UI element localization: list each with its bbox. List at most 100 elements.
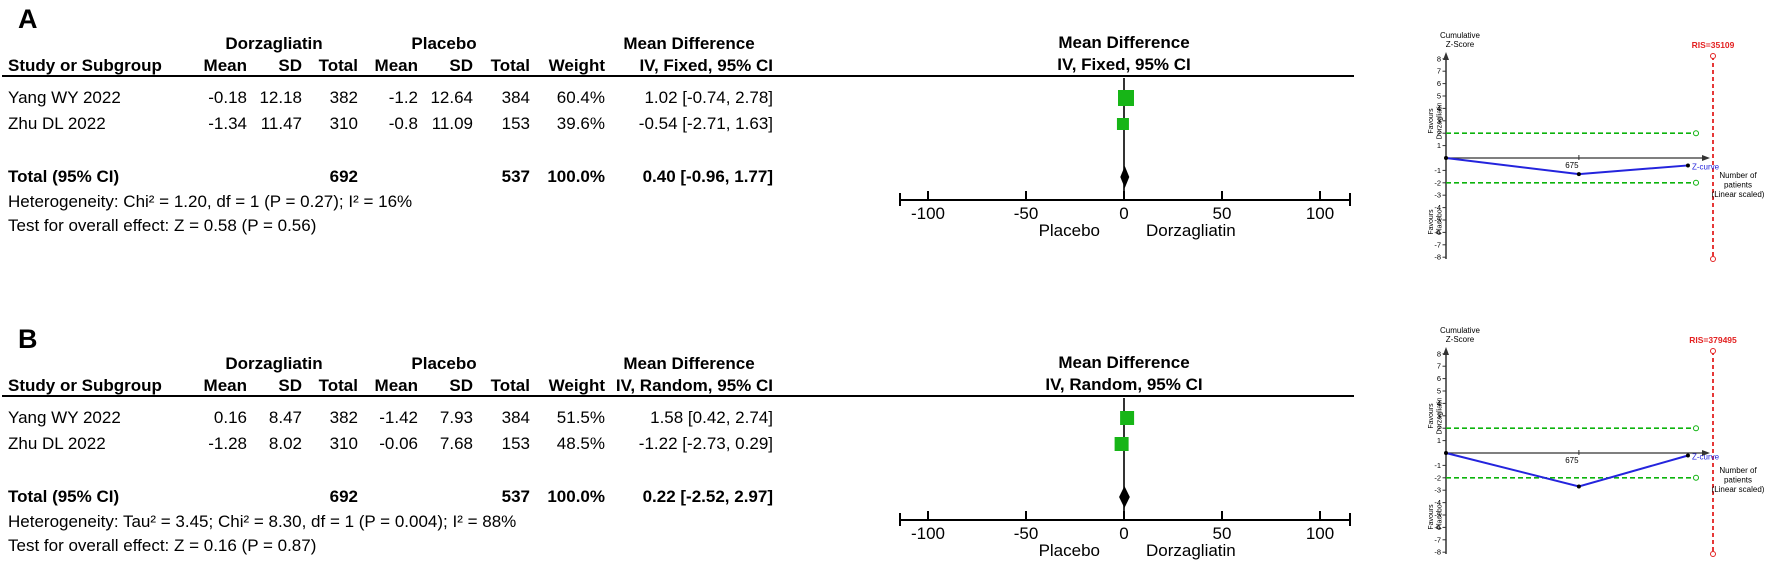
trt-total: 382 bbox=[329, 88, 358, 107]
ris-end-marker bbox=[1710, 53, 1716, 59]
study-ci: 1.58 [0.42, 2.74] bbox=[650, 408, 773, 427]
ctl-sd: 7.93 bbox=[439, 408, 473, 427]
y-tick-label: -2 bbox=[1434, 473, 1441, 482]
plot-model-header: IV, Random, 95% CI bbox=[1045, 375, 1203, 394]
ris-end-marker bbox=[1710, 348, 1716, 354]
plot-effect-header: Mean Difference bbox=[1058, 353, 1190, 372]
col-header-study: Study or Subgroup bbox=[8, 376, 162, 395]
study-ci: -0.54 [-2.71, 1.63] bbox=[638, 114, 773, 133]
ctl-mean: -0.06 bbox=[379, 434, 418, 453]
axis-tick-label: -50 bbox=[1014, 204, 1039, 223]
favours-bottom-label: Placebo bbox=[1437, 209, 1444, 234]
z-curve-label: Z-curve bbox=[1692, 452, 1720, 461]
favours-top-label: Favours bbox=[1428, 403, 1435, 429]
trt-total: 310 bbox=[329, 114, 358, 133]
col-header-ctl-mean: Mean bbox=[374, 56, 418, 75]
x-axis-title: Number of bbox=[1719, 466, 1757, 475]
plot-effect-header: Mean Difference bbox=[1058, 33, 1190, 52]
col-header-trt-total: Total bbox=[318, 56, 358, 75]
panel-b-label: B bbox=[18, 324, 38, 354]
study-ci: 1.02 [-0.74, 2.78] bbox=[644, 88, 773, 107]
ris-label: RIS=379495 bbox=[1689, 335, 1737, 345]
y-tick-label: -5 bbox=[1434, 216, 1441, 225]
total-weight: 100.0% bbox=[547, 487, 605, 506]
favours-bottom-label: Favours bbox=[1428, 209, 1435, 235]
total-ci: 0.22 [-2.52, 2.97] bbox=[642, 487, 773, 506]
favours-top-label: Dorzagliatin bbox=[1437, 397, 1444, 434]
total-ci: 0.40 [-0.96, 1.77] bbox=[642, 167, 773, 186]
boundary-end-marker bbox=[1693, 425, 1699, 432]
y-tick-label: -1 bbox=[1434, 166, 1441, 175]
y-tick-label: 2 bbox=[1437, 129, 1441, 138]
ctl-sd: 12.64 bbox=[430, 88, 473, 107]
favours-top-label: Dorzagliatin bbox=[1437, 102, 1444, 139]
effect-square bbox=[1117, 90, 1134, 106]
col-header-trt-total: Total bbox=[318, 376, 358, 395]
ris-end-marker bbox=[1710, 256, 1716, 262]
y-tick-label: 7 bbox=[1437, 362, 1441, 371]
z-curve-point bbox=[1685, 163, 1690, 168]
forest-plot-b: -100 -50 0 50 100 bbox=[899, 398, 1351, 543]
group-header-treatment: Dorzagliatin bbox=[225, 354, 323, 373]
col-header-ctl-sd: SD bbox=[449, 56, 473, 75]
y-axis-title: Z-Score bbox=[1446, 335, 1475, 344]
heterogeneity-text: Heterogeneity: Tau² = 3.45; Chi² = 8.30,… bbox=[8, 512, 517, 531]
y-tick-label: 5 bbox=[1437, 92, 1441, 101]
col-header-weight: Weight bbox=[548, 376, 605, 395]
x-axis-title: patients bbox=[1724, 181, 1752, 190]
ctl-mean: -0.8 bbox=[388, 114, 418, 133]
y-tick-label: -1 bbox=[1434, 461, 1441, 470]
x-axis-title: Number of bbox=[1719, 171, 1757, 180]
study-weight: 60.4% bbox=[556, 88, 605, 107]
z-curve-point bbox=[1444, 451, 1448, 455]
ris-label: RIS=35109 bbox=[1692, 40, 1735, 50]
z-curve-point bbox=[1576, 172, 1581, 177]
z-curve-point bbox=[1576, 484, 1581, 489]
axis-label-favours-left: Placebo bbox=[1038, 541, 1100, 560]
x-axis-arrow bbox=[1702, 155, 1710, 161]
ctl-sd: 11.09 bbox=[431, 114, 473, 133]
ctl-mean: -1.2 bbox=[388, 88, 418, 107]
study-name: Yang WY 2022 bbox=[8, 88, 121, 107]
tsa-plot-b: 8 7 6 5 4 3 2 1 -1 -2 -3 -4 -5 -6 -7 -8 CumulativeZ-Scor… bbox=[1428, 326, 1765, 557]
y-tick-label: -8 bbox=[1434, 253, 1441, 262]
group-header-control: Placebo bbox=[411, 354, 477, 373]
y-tick-label: 3 bbox=[1437, 116, 1441, 125]
x-axis-title: (Linear scaled) bbox=[1712, 190, 1765, 199]
axis-tick-label: -100 bbox=[911, 204, 945, 223]
plot-model-header: IV, Fixed, 95% CI bbox=[1057, 55, 1191, 74]
z-curve-point bbox=[1444, 156, 1448, 160]
y-tick-label: -6 bbox=[1434, 228, 1441, 237]
forest-table-a: Dorzagliatin Placebo Mean Difference Stu… bbox=[8, 33, 773, 190]
group-header-control: Placebo bbox=[411, 34, 477, 53]
col-header-ctl-sd: SD bbox=[449, 376, 473, 395]
x-mid-tick-label: 675 bbox=[1565, 161, 1579, 170]
trt-sd: 11.47 bbox=[260, 114, 302, 133]
axis-tick-label: 50 bbox=[1213, 204, 1232, 223]
y-tick-label: 6 bbox=[1437, 79, 1441, 88]
total-diamond bbox=[1119, 486, 1130, 508]
favours-top-label: Favours bbox=[1428, 108, 1435, 134]
y-axis-title: Cumulative bbox=[1440, 326, 1481, 335]
y-tick-label: -4 bbox=[1434, 498, 1441, 507]
col-header-ctl-total: Total bbox=[490, 376, 530, 395]
axis-label-favours-left: Placebo bbox=[1038, 221, 1100, 240]
total-label: Total (95% CI) bbox=[8, 487, 120, 506]
boundary-end-marker bbox=[1693, 130, 1699, 137]
header-rule bbox=[2, 75, 1354, 77]
trt-mean: -1.34 bbox=[208, 114, 247, 133]
favours-bottom-label: Placebo bbox=[1437, 504, 1444, 529]
overall-effect-text: Test for overall effect: Z = 0.16 (P = 0… bbox=[8, 536, 317, 555]
y-axis-title: Cumulative bbox=[1440, 31, 1481, 40]
trt-mean: 0.16 bbox=[213, 408, 247, 427]
y-tick-label: -6 bbox=[1434, 523, 1441, 532]
y-axis-title: Z-Score bbox=[1446, 40, 1475, 49]
col-header-ctl-mean: Mean bbox=[374, 376, 418, 395]
axis-tick-label: -100 bbox=[911, 524, 945, 543]
forest-table-b: Dorzagliatin Placebo Mean Difference Stu… bbox=[8, 353, 773, 510]
col-header-study: Study or Subgroup bbox=[8, 56, 162, 75]
total-label: Total (95% CI) bbox=[8, 167, 120, 186]
total-ctl-n: 537 bbox=[501, 167, 530, 186]
trt-sd: 12.18 bbox=[259, 88, 302, 107]
